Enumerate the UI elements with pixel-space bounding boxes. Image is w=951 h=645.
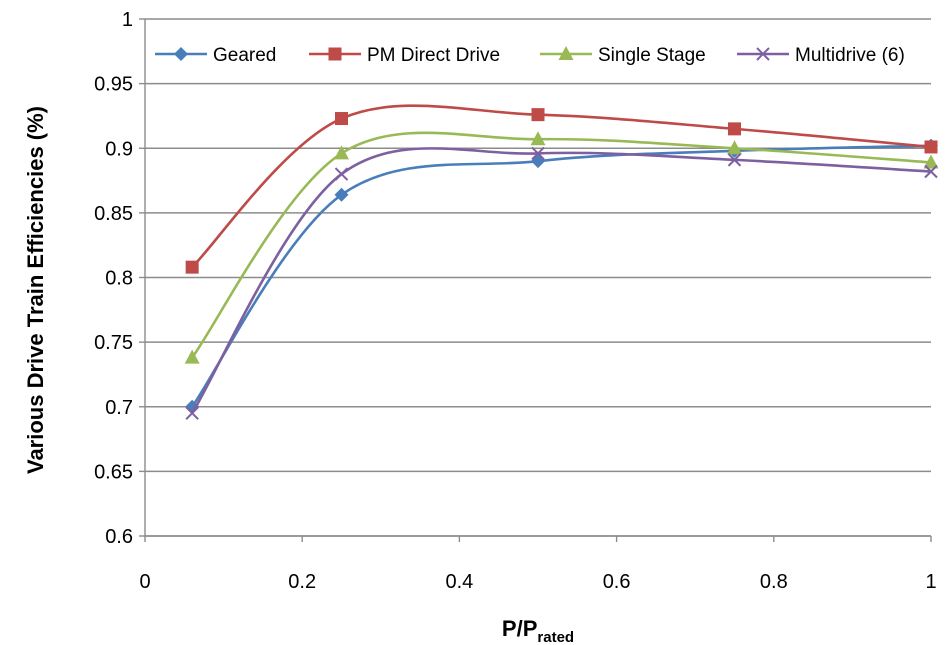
data-point [335, 112, 348, 126]
x-tick-label: 1 [925, 571, 936, 593]
series-line [191, 144, 932, 408]
y-tick-label: 0.7 [105, 397, 133, 419]
x-tick-label: 0.8 [760, 571, 788, 593]
data-point [727, 153, 742, 167]
y-tick-label: 0.6 [105, 526, 133, 548]
legend-marker [558, 46, 574, 60]
legend: Geared PM Direct Drive Single Stage Multidr… [155, 45, 905, 66]
x-axis-title-subscript: rated [537, 629, 574, 645]
legend-item: Single Stage [540, 45, 706, 66]
x-tick-label: 0.6 [603, 571, 631, 593]
legend-marker [328, 47, 342, 61]
series-line [191, 104, 932, 269]
data-point [185, 406, 199, 420]
legend-label: Multidrive (6) [795, 45, 905, 66]
y-tick-label: 0.75 [94, 332, 133, 354]
series-single-stage [184, 131, 939, 364]
series-multidrive-6 [185, 146, 938, 420]
series-line [191, 131, 932, 359]
y-tick-label: 0.95 [94, 74, 133, 96]
data-point [185, 260, 199, 274]
data-point [334, 167, 349, 181]
data-point [924, 164, 938, 179]
data-point [531, 154, 545, 169]
axes [139, 18, 932, 542]
data-point [728, 122, 741, 136]
grid-lines [145, 18, 931, 537]
data-point [531, 108, 545, 122]
x-tick-label: 0.4 [445, 571, 473, 593]
data-point [334, 187, 349, 202]
legend-label: PM Direct Drive [367, 45, 500, 66]
legend-item: PM Direct Drive [309, 45, 500, 66]
y-tick-label: 0.8 [105, 268, 133, 290]
data-point [727, 140, 742, 155]
legend-marker [174, 47, 188, 61]
x-tick-label: 0 [139, 571, 150, 593]
y-tick-label: 0.85 [94, 203, 133, 225]
data-point [531, 146, 545, 161]
data-point [530, 131, 546, 146]
data-point [334, 145, 349, 160]
y-tick-label: 0.65 [94, 461, 133, 483]
x-tick-label: 0.2 [288, 571, 316, 593]
legend-item: Multidrive (6) [737, 45, 905, 66]
data-point [923, 154, 939, 169]
x-axis-title-main: P/P [502, 616, 537, 641]
series-geared [185, 138, 938, 414]
tick-labels: 0.6 0.65 0.7 0.75 0.8 0.85 0.9 0.95 1 0 0.2 0.4 0.6 0… [94, 9, 937, 593]
y-axis-title: Various Drive Train Efficiencies (%) [23, 106, 48, 474]
legend-item: Geared [155, 45, 276, 66]
series-pm-direct-drive [185, 104, 938, 274]
data-point [184, 349, 200, 364]
y-tick-label: 1 [122, 9, 133, 31]
y-tick-label: 0.9 [105, 138, 133, 160]
legend-marker [756, 47, 770, 61]
legend-label: Single Stage [598, 45, 706, 66]
data-point [924, 140, 938, 154]
series-lines [184, 104, 939, 420]
x-axis-title: P/Prated [502, 616, 574, 645]
legend-label: Geared [213, 45, 276, 66]
